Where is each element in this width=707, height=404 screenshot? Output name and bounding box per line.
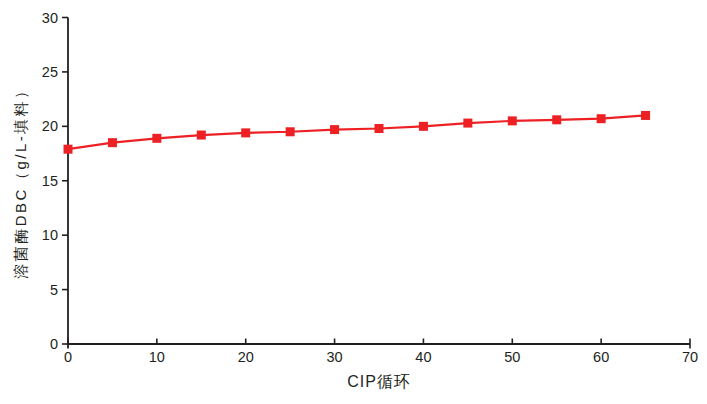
x-tick-label: 30 xyxy=(327,349,343,365)
y-tick-label: 0 xyxy=(50,336,58,352)
data-point-marker xyxy=(108,138,117,147)
plot-area: 0 10 20 30 40 50 60 70 0 5 10 15 20 25 30 xyxy=(0,0,707,404)
dbc-line-chart: 0 10 20 30 40 50 60 70 0 5 10 15 20 25 30 溶菌酶DBC（g/L-填… xyxy=(0,0,707,404)
data-point-marker xyxy=(152,134,161,143)
data-point-marker xyxy=(286,127,295,136)
data-point-marker xyxy=(552,115,561,124)
data-point-marker xyxy=(64,145,73,154)
data-point-marker xyxy=(641,111,650,120)
x-tick-label: 60 xyxy=(593,349,609,365)
x-tick-label: 20 xyxy=(238,349,254,365)
y-tick-label: 15 xyxy=(42,173,58,189)
y-axis-title: 溶菌酶DBC（g/L-填料） xyxy=(12,81,31,279)
data-point-marker xyxy=(330,125,339,134)
data-point-marker xyxy=(597,114,606,123)
data-point-marker xyxy=(241,128,250,137)
y-tick-label: 20 xyxy=(42,118,58,134)
data-point-marker xyxy=(419,122,428,131)
x-tick-label: 40 xyxy=(415,349,431,365)
x-axis-title: CIP循环 xyxy=(347,372,411,393)
data-point-marker xyxy=(463,119,472,128)
x-tick-label: 70 xyxy=(682,349,698,365)
data-point-marker xyxy=(375,124,384,133)
y-tick-label: 30 xyxy=(42,10,58,26)
y-tick-label: 10 xyxy=(42,227,58,243)
y-tick-label: 5 xyxy=(50,282,58,298)
x-tick-label: 50 xyxy=(504,349,520,365)
data-point-marker xyxy=(197,131,206,140)
x-tick-label: 10 xyxy=(149,349,165,365)
y-tick-label: 25 xyxy=(42,64,58,80)
data-point-marker xyxy=(508,116,517,125)
x-tick-label: 0 xyxy=(64,349,72,365)
